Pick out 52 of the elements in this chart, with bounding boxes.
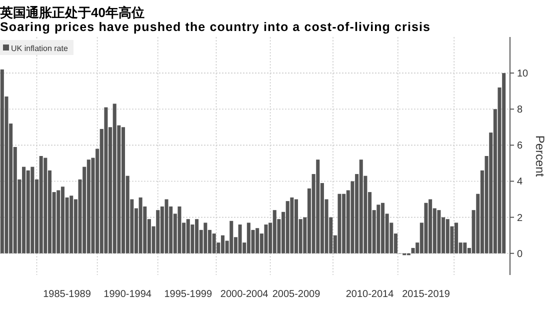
x-tick-label: 1995-1999 — [164, 289, 212, 300]
bar — [212, 234, 216, 254]
bar — [238, 224, 242, 254]
x-tick-label: 2015-2019 — [402, 289, 450, 300]
bar — [30, 166, 34, 254]
legend-label: UK inflation rate — [11, 44, 68, 53]
y-tick-label: 8 — [517, 104, 523, 116]
bar — [0, 69, 4, 254]
bar — [294, 199, 298, 254]
bar — [164, 199, 168, 254]
bar — [286, 201, 290, 254]
bar — [359, 160, 363, 254]
bar — [424, 202, 428, 254]
y-tick-label: 2 — [517, 212, 523, 224]
x-tick-label: 1990-1994 — [104, 289, 152, 300]
bar — [186, 219, 190, 254]
y-tick-label: 0 — [517, 248, 523, 260]
bar — [121, 127, 126, 254]
bar — [376, 204, 380, 254]
bar — [112, 104, 116, 254]
bar — [70, 196, 74, 254]
bar — [272, 210, 276, 254]
chart-title: 英国通胀正处于40年高位 — [0, 5, 144, 20]
bar — [104, 107, 108, 254]
y-tick-label: 4 — [517, 176, 523, 188]
bar — [26, 170, 30, 254]
bar — [204, 222, 208, 254]
y-axis-title: Percent — [533, 135, 547, 178]
x-tick-label: 2005-2009 — [272, 289, 321, 300]
bar — [502, 73, 506, 254]
bar — [138, 197, 142, 254]
bar — [178, 206, 182, 254]
bar — [437, 210, 441, 254]
bar — [290, 197, 294, 254]
bar — [446, 219, 450, 254]
bar — [86, 160, 90, 254]
bar — [156, 210, 160, 254]
y-tick-label: 6 — [517, 140, 523, 152]
bar — [380, 202, 385, 254]
bar — [264, 224, 268, 254]
bar — [463, 242, 467, 254]
y-tick-label: 10 — [517, 68, 529, 80]
bar — [39, 156, 43, 254]
bar — [230, 220, 234, 254]
chart-subtitle: Soaring prices have pushed the country into a cost-of-living crisis — [0, 20, 430, 34]
bar — [316, 160, 320, 254]
bar — [56, 190, 60, 254]
bar — [44, 158, 48, 254]
bar — [338, 194, 342, 254]
x-tick-label: 1985-1989 — [43, 289, 92, 300]
x-tick-label: 2000-2004 — [220, 289, 269, 300]
x-tick-label: 2010-2014 — [346, 289, 394, 300]
